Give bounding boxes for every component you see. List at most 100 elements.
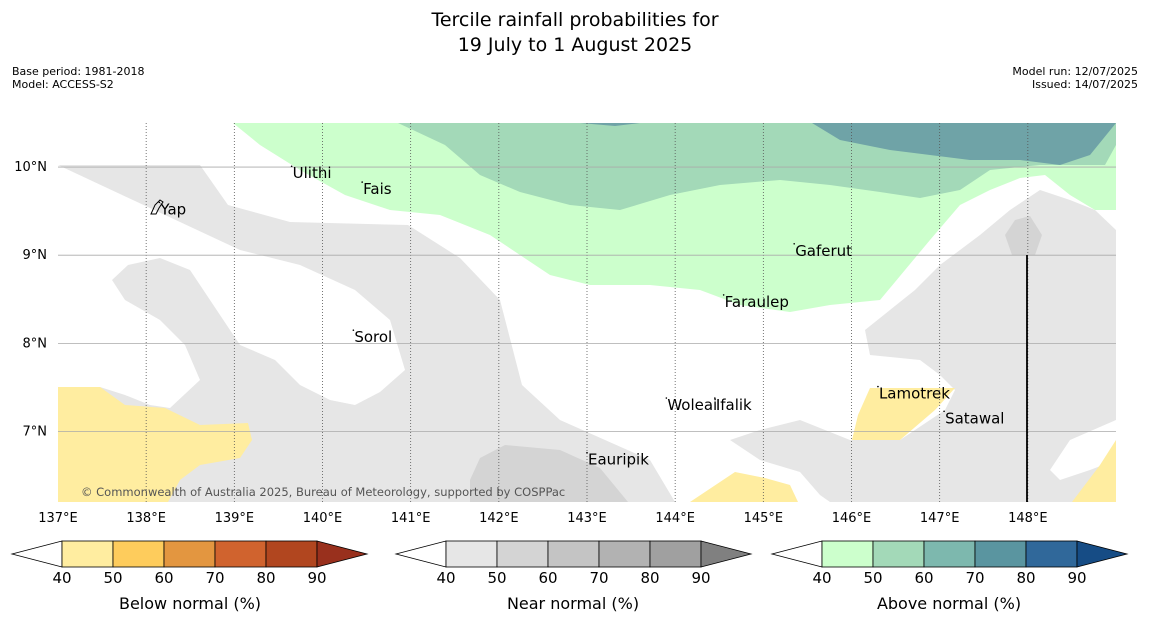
colorbar-tick-label: 80 [1016, 569, 1035, 587]
place-marker [586, 451, 588, 454]
lon-tick-label: 148°E [1008, 511, 1048, 526]
colorbar-segment [163, 540, 216, 568]
graticule [58, 123, 1116, 502]
below-normal-region-south [690, 472, 798, 502]
near-normal-darker-patch-east [1005, 216, 1042, 255]
title-line-1: Tercile rainfall probabilities for [431, 9, 719, 31]
colorbar-extend-high [316, 540, 369, 568]
colorbar-segment [872, 540, 925, 568]
place-label: Faraulep [725, 293, 789, 311]
colorbar-segment [821, 540, 874, 568]
near-normal-region-east [730, 190, 1116, 502]
colorbar-tick-label: 70 [205, 569, 224, 587]
copyright-notice: © Commonwealth of Australia 2025, Bureau… [81, 485, 565, 499]
lon-tick-label: 147°E [920, 511, 960, 526]
place-marker [793, 243, 795, 245]
colorbar-segment [496, 540, 549, 568]
place-label: Eauripik [588, 451, 649, 469]
lon-tick-label: 145°E [744, 511, 784, 526]
issued-date: Issued: 14/07/2025 [1031, 78, 1138, 91]
colorbar-segment [923, 540, 976, 568]
colorbar-segment [214, 540, 267, 568]
place-labels: Yap Ulithi Fais Gaferut Faraulep Sorol WoleaiI… [158, 164, 1004, 469]
yap-island-shape [150, 199, 164, 215]
colorbar-segment [61, 540, 114, 568]
lon-tick-label: 143°E [567, 511, 607, 526]
lon-tick-label: 138°E [126, 511, 166, 526]
map-title: Tercile rainfall probabilities for 19 Ju… [0, 8, 1150, 58]
lon-tick-label: 137°E [38, 511, 78, 526]
lon-tick-label: 146°E [832, 511, 872, 526]
colorbar-extend-high [700, 540, 753, 568]
axis-tick-labels: 137°E 138°E 139°E 140°E 141°E 142°E 143°E 144°E… [14, 160, 1047, 526]
place-marker [290, 165, 293, 168]
colorbar: 40 50 60 70 80 90 [394, 540, 753, 587]
lon-tick-label: 141°E [391, 511, 431, 526]
colorbar-tick-label: 90 [691, 569, 710, 587]
model-name: Model: ACCESS-S2 [12, 78, 114, 91]
colorbar-tick-label: 50 [487, 569, 506, 587]
place-marker [361, 181, 363, 183]
near-normal-darker-patch [470, 445, 628, 502]
base-period: Base period: 1981-2018 [12, 65, 145, 78]
colorbar: 40 50 60 70 80 90 [770, 540, 1129, 587]
place-marker [665, 397, 668, 399]
meta-left: Base period: 1981-2018 Model: ACCESS-S2 [12, 65, 144, 91]
colorbar: 40 50 60 70 80 90 [10, 540, 369, 587]
colorbar-segment [547, 540, 600, 568]
place-label: Gaferut [795, 242, 852, 260]
colorbar-segment [974, 540, 1027, 568]
lat-tick-label: 8°N [23, 336, 48, 351]
place-marker [352, 329, 355, 331]
above-normal-60-region [812, 123, 1116, 165]
lon-tick-label: 139°E [215, 511, 255, 526]
place-marker [943, 410, 945, 413]
colorbar-tick-label: 70 [965, 569, 984, 587]
colorbar-extend-high [1076, 540, 1129, 568]
colorbar-segment [112, 540, 165, 568]
colorbar-segment [649, 540, 702, 568]
probability-fields [58, 123, 1116, 502]
colorbar-tick-label: 60 [538, 569, 557, 587]
lon-tick-label: 144°E [655, 511, 695, 526]
lon-tick-label: 142°E [479, 511, 519, 526]
colorbar-tick-label: 60 [914, 569, 933, 587]
place-label: Woleai [667, 396, 717, 414]
lat-tick-label: 10°N [14, 160, 47, 175]
lat-tick-label: 7°N [23, 424, 48, 439]
colorbar-tick-label: 90 [307, 569, 326, 587]
colorbar-tick-label: 50 [103, 569, 122, 587]
meta-right: Model run: 12/07/2025 Issued: 14/07/2025 [1012, 65, 1138, 91]
place-label: Fais [363, 180, 392, 198]
colorbar-tick-label: 70 [589, 569, 608, 587]
place-label: Sorol [354, 328, 392, 346]
near-normal-region-west [58, 165, 675, 502]
colorbar-segment [445, 540, 498, 568]
place-label: Yap [159, 200, 186, 218]
colorbar-extend-low [394, 540, 447, 568]
below-normal-region-lamotrek [852, 388, 955, 440]
below-normal-region-southeast [1072, 440, 1116, 502]
title-line-2: 19 July to 1 August 2025 [457, 34, 693, 56]
colorbar-tick-label: 80 [256, 569, 275, 587]
place-marker [714, 397, 716, 399]
place-marker [722, 294, 725, 296]
lat-tick-label: 9°N [23, 248, 48, 263]
colorbar-label-below: Below normal (%) [118, 594, 262, 613]
colorbar-tick-label: 50 [863, 569, 882, 587]
colorbar-tick-label: 40 [52, 569, 71, 587]
place-label: Ifalik [716, 396, 752, 414]
model-run: Model run: 12/07/2025 [1012, 65, 1138, 78]
colorbar-segment [1025, 540, 1078, 568]
colorbar-tick-label: 60 [154, 569, 173, 587]
place-marker [158, 201, 161, 204]
colorbar-tick-label: 40 [812, 569, 831, 587]
colorbar-tick-label: 80 [640, 569, 659, 587]
colorbar-segment [598, 540, 651, 568]
above-normal-60-region-north [580, 123, 640, 126]
colorbar-extend-low [770, 540, 823, 568]
colorbars: 40 50 60 70 80 90 40 50 60 70 80 90 40 50 60 70 80 90 [10, 540, 1129, 587]
colorbar-extend-low [10, 540, 63, 568]
place-label: Lamotrek [879, 385, 950, 403]
place-label: Satawal [945, 409, 1004, 427]
